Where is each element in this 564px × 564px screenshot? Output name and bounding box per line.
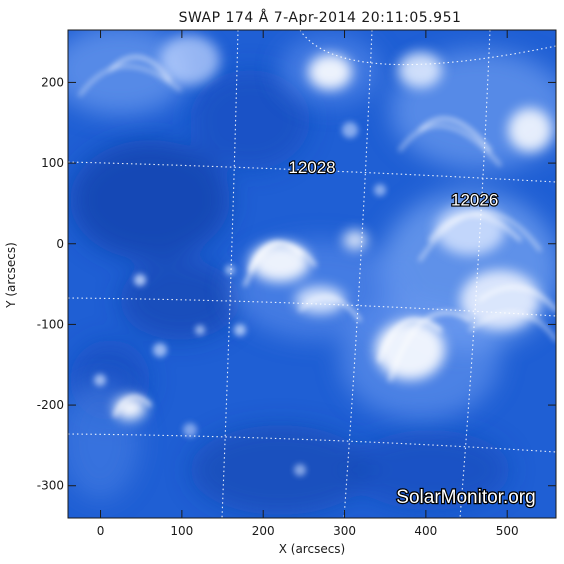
x-tick-label: 500 [496, 524, 519, 538]
y-tick-label: -200 [37, 398, 64, 412]
x-tick-label: 300 [333, 524, 356, 538]
plot-frame [67, 29, 557, 519]
x-tick-label: 0 [97, 524, 105, 538]
bright-points [94, 122, 386, 476]
y-tick-label: 100 [41, 156, 64, 170]
y-tick-label: -300 [37, 479, 64, 493]
latitude-line [299, 30, 556, 66]
x-axis-label: X (arcsecs) [279, 542, 346, 556]
solar-image: 12028 12026 SolarMonitor.org [68, 30, 556, 518]
y-axis: 200 100 0 -100 -200 -300 [37, 75, 556, 493]
latitude-line [68, 161, 556, 183]
latitude-line [68, 297, 556, 317]
y-tick-label: 0 [56, 237, 64, 251]
y-tick-label: -100 [37, 317, 64, 331]
active-region-label: 12026 [451, 190, 498, 209]
x-tick-label: 100 [170, 524, 193, 538]
solarmonitor-watermark: SolarMonitor.org [396, 487, 535, 508]
latitude-line [68, 433, 556, 453]
coronal-loops [78, 55, 556, 417]
active-region-label: 12028 [288, 158, 335, 177]
x-tick-label: 200 [252, 524, 275, 538]
region-labels: 12028 12026 [287, 157, 499, 210]
y-axis-label: Y (arcsecs) [4, 242, 18, 309]
x-tick-label: 400 [414, 524, 437, 538]
figure-title: SWAP 174 Å 7-Apr-2014 20:11:05.951 [179, 9, 462, 26]
active-regions [114, 35, 552, 420]
x-axis: 0 100 200 300 400 500 [97, 30, 519, 538]
heliographic-grid [68, 30, 556, 518]
y-tick-label: 200 [41, 75, 64, 89]
